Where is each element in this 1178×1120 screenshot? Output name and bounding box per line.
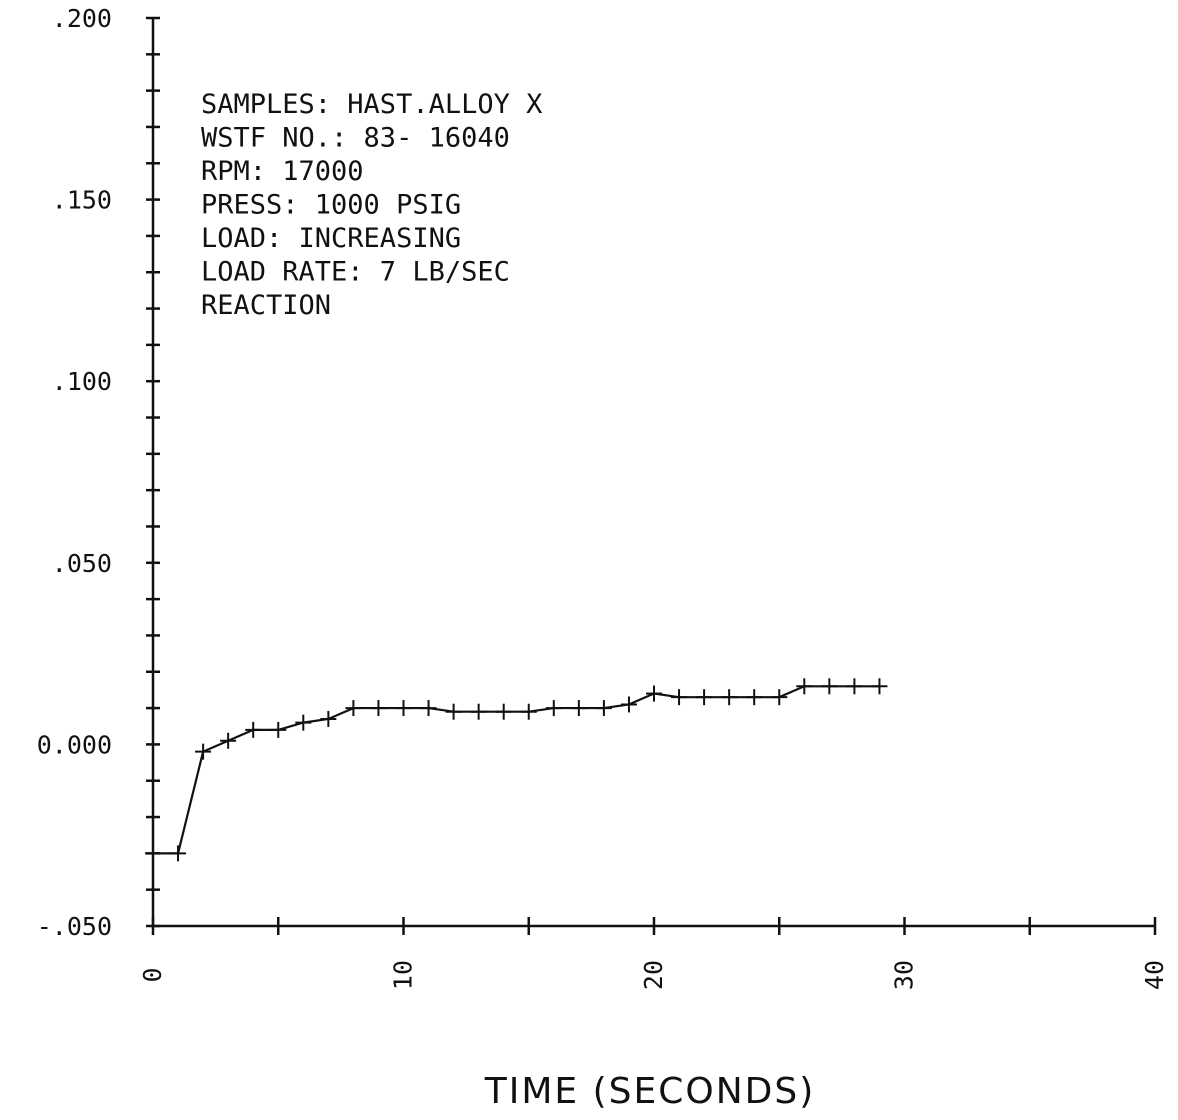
data-point-marker [495, 703, 512, 720]
y-tick-label: 0.000 [37, 730, 112, 759]
data-point-marker [771, 689, 788, 706]
y-tick-label: .200 [52, 4, 112, 33]
data-point-marker [170, 845, 187, 862]
x-tick-label: 30 [890, 960, 919, 990]
data-point-marker [220, 732, 237, 749]
data-point-marker [195, 743, 212, 760]
data-point-marker [145, 845, 161, 862]
data-point-marker [646, 685, 662, 702]
data-point-marker [370, 700, 387, 717]
data-point-marker [320, 710, 337, 727]
y-tick-label: .100 [52, 367, 112, 396]
y-axis-tick-labels: -.050 0.000 .050 .100 .150 .200 [37, 4, 112, 941]
y-tick-label: .050 [52, 549, 112, 578]
data-point-marker [245, 721, 262, 738]
annotation-line: LOAD RATE: 7 LB/SEC [201, 257, 510, 288]
data-point-marker [270, 721, 287, 738]
y-tick-label: -.050 [37, 912, 112, 941]
annotation-line: PRESS: 1000 PSIG [201, 190, 461, 221]
data-point-marker [696, 689, 713, 706]
x-axis-label: TIME (SECONDS) [484, 1071, 816, 1112]
annotation-line: REACTION [201, 290, 331, 321]
x-tick-label: 20 [639, 960, 668, 990]
axes [151, 18, 1155, 928]
annotation-line: WSTF NO.: 83- 16040 [201, 123, 510, 154]
data-point-marker [746, 689, 763, 706]
annotation-line: RPM: 17000 [201, 156, 364, 187]
data-point-marker [445, 703, 462, 720]
data-point-marker [821, 678, 838, 695]
data-point-marker [871, 678, 888, 695]
series-group [145, 678, 888, 862]
data-point-marker [420, 700, 437, 717]
x-axis-ticks [151, 917, 1157, 935]
y-tick-label: .150 [52, 186, 112, 215]
data-point-marker [470, 703, 487, 720]
data-point-marker [721, 689, 738, 706]
data-point-marker [620, 696, 637, 713]
x-tick-label: 0 [138, 967, 167, 982]
data-point-marker [846, 678, 863, 695]
data-point-marker [395, 700, 412, 717]
x-tick-label: 40 [1140, 960, 1169, 990]
data-point-marker [345, 700, 362, 717]
data-point-marker [520, 703, 537, 720]
annotation-line: LOAD: INCREASING [201, 223, 461, 254]
annotation-line: SAMPLES: HAST.ALLOY X [201, 89, 542, 120]
data-point-marker [796, 678, 813, 695]
x-tick-label: 10 [389, 960, 418, 990]
data-point-marker [545, 700, 562, 717]
series-line [153, 685, 880, 855]
data-point-marker [570, 700, 587, 717]
data-point-marker [671, 689, 688, 706]
y-axis-ticks [146, 16, 160, 928]
data-point-marker [595, 700, 612, 717]
x-axis-tick-labels: 0 10 20 30 40 [138, 960, 1169, 990]
data-point-marker [295, 714, 312, 731]
